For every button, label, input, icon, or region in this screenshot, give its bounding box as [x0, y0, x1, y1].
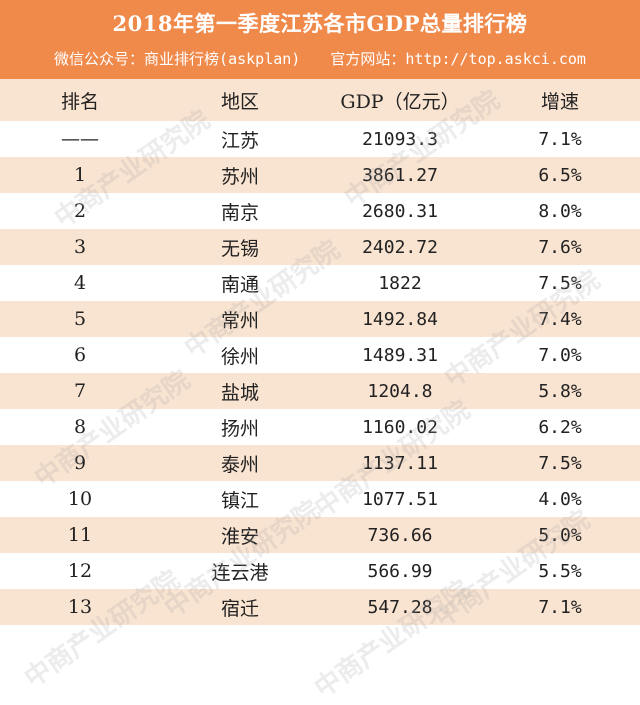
source-line: 微信公众号：商业排行榜(askplan) 官方网站：http://top.askc…: [0, 48, 640, 69]
rank-cell: 1: [73, 164, 87, 186]
growth-cell: 7.6%: [538, 236, 582, 258]
table-row: 6 徐州 1489.31 7.0%: [0, 337, 640, 373]
gdp-cell: 736.66: [367, 524, 433, 546]
growth-cell: 7.4%: [538, 308, 582, 330]
table-row: 1 苏州 3861.27 6.5%: [0, 157, 640, 193]
rank-cell: 4: [73, 272, 87, 294]
table-header-row: 排名 地区 GDP（亿元） 增速: [0, 79, 640, 121]
gdp-cell: 1204.8: [367, 380, 433, 402]
page-title: 2018年第一季度江苏各市GDP总量排行榜: [112, 11, 528, 36]
growth-cell: 4.0%: [538, 488, 582, 510]
region-cell: 徐州: [220, 345, 259, 368]
growth-cell: 7.1%: [538, 596, 582, 618]
region-cell: 连云港: [211, 561, 269, 584]
region-cell: 盐城: [220, 381, 259, 404]
rank-cell: 11: [67, 524, 93, 546]
column-header-region: 地区: [220, 90, 259, 113]
gdp-cell: 3861.27: [362, 164, 438, 186]
rank-cell: 12: [67, 560, 93, 582]
table-row: 12 连云港 566.99 5.5%: [0, 553, 640, 589]
gdp-cell: 1137.11: [362, 452, 438, 474]
website-url: 官方网站：http://top.askci.com: [330, 50, 586, 68]
table-row: 7 盐城 1204.8 5.8%: [0, 373, 640, 409]
region-cell: 江苏: [220, 129, 259, 152]
growth-cell: 5.5%: [538, 560, 582, 582]
growth-cell: 7.1%: [538, 128, 582, 150]
rank-cell: 7: [73, 380, 87, 402]
table-row: 3 无锡 2402.72 7.6%: [0, 229, 640, 265]
header-banner: 2018年第一季度江苏各市GDP总量排行榜 微信公众号：商业排行榜(askpla…: [0, 0, 640, 79]
region-cell: 泰州: [220, 453, 259, 476]
region-cell: 常州: [220, 309, 259, 332]
rank-cell: 8: [73, 416, 87, 438]
gdp-cell: 1489.31: [362, 344, 438, 366]
ranking-table: 排名 地区 GDP（亿元） 增速 —— 江苏 21093.3 7.1% 1 苏州 3861.…: [0, 79, 640, 625]
growth-cell: 8.0%: [538, 200, 582, 222]
growth-cell: 7.5%: [538, 272, 582, 294]
rank-cell: 10: [67, 488, 93, 510]
region-cell: 镇江: [220, 489, 259, 512]
table-row: 2 南京 2680.31 8.0%: [0, 193, 640, 229]
gdp-cell: 1492.84: [362, 308, 438, 330]
growth-cell: 6.2%: [538, 416, 582, 438]
table-body: —— 江苏 21093.3 7.1% 1 苏州 3861.27 6.5% 2 南京 2680.31 8…: [0, 121, 640, 625]
growth-cell: 7.0%: [538, 344, 582, 366]
gdp-cell: 547.28: [367, 596, 433, 618]
wechat-account: 微信公众号：商业排行榜(askplan): [54, 50, 301, 68]
rank-cell: ——: [61, 128, 99, 150]
rank-cell: 9: [73, 452, 87, 474]
column-header-rank: 排名: [60, 90, 99, 113]
region-cell: 扬州: [220, 417, 259, 440]
gdp-cell: 566.99: [367, 560, 433, 582]
region-cell: 南京: [220, 201, 259, 224]
growth-cell: 5.8%: [538, 380, 582, 402]
column-header-gdp: GDP（亿元）: [340, 90, 460, 113]
gdp-cell: 1077.51: [362, 488, 438, 510]
table-row: 13 宿迁 547.28 7.1%: [0, 589, 640, 625]
region-cell: 宿迁: [220, 597, 259, 620]
region-cell: 无锡: [220, 237, 259, 260]
region-cell: 淮安: [220, 525, 259, 548]
region-cell: 苏州: [220, 165, 259, 188]
rank-cell: 3: [73, 236, 87, 258]
growth-cell: 5.0%: [538, 524, 582, 546]
table-row: 4 南通 1822 7.5%: [0, 265, 640, 301]
growth-cell: 6.5%: [538, 164, 582, 186]
gdp-cell: 1160.02: [362, 416, 438, 438]
gdp-cell: 1822: [378, 272, 422, 294]
rank-cell: 13: [67, 596, 93, 618]
table-row: —— 江苏 21093.3 7.1%: [0, 121, 640, 157]
region-cell: 南通: [220, 273, 259, 296]
rank-cell: 2: [73, 200, 87, 222]
table-row: 9 泰州 1137.11 7.5%: [0, 445, 640, 481]
table-row: 8 扬州 1160.02 6.2%: [0, 409, 640, 445]
column-header-growth: 增速: [540, 90, 579, 113]
gdp-cell: 21093.3: [362, 128, 438, 150]
gdp-cell: 2680.31: [362, 200, 438, 222]
gdp-cell: 2402.72: [362, 236, 438, 258]
rank-cell: 5: [73, 308, 87, 330]
table-row: 11 淮安 736.66 5.0%: [0, 517, 640, 553]
rank-cell: 6: [73, 344, 87, 366]
table-row: 5 常州 1492.84 7.4%: [0, 301, 640, 337]
growth-cell: 7.5%: [538, 452, 582, 474]
ranking-table-wrap: 排名 地区 GDP（亿元） 增速 —— 江苏 21093.3 7.1% 1 苏州 3861.…: [0, 79, 640, 704]
table-row: 10 镇江 1077.51 4.0%: [0, 481, 640, 517]
